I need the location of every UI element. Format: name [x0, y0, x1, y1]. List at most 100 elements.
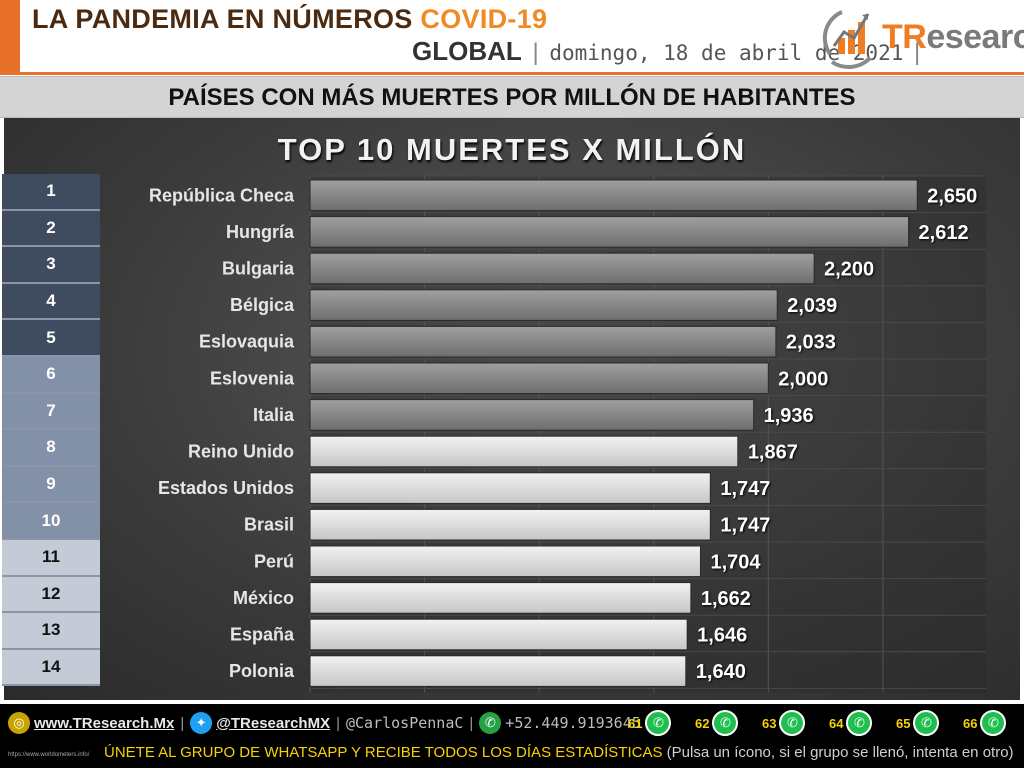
category-label: Polonia: [229, 661, 295, 681]
value-label: 1,662: [701, 588, 751, 610]
whatsapp-group-number: 61: [628, 715, 643, 731]
category-label: Reino Unido: [188, 442, 294, 462]
whatsapp-group-64[interactable]: 64 ✆: [829, 710, 873, 736]
bar: [309, 618, 688, 651]
separator: |: [532, 39, 539, 66]
value-label: 2,612: [919, 222, 969, 244]
category-label: México: [233, 588, 294, 608]
separator-end: |: [914, 39, 921, 66]
scope-label: GLOBAL: [412, 36, 522, 66]
header-accent-bar: [0, 0, 20, 74]
whatsapp-icon[interactable]: ✆: [712, 710, 739, 736]
rank-cell: 7: [2, 393, 100, 431]
bar: [309, 216, 910, 248]
whatsapp-icon[interactable]: ✆: [980, 710, 1007, 736]
value-label: 2,033: [786, 332, 836, 354]
phone-number[interactable]: +52.449.9193645: [505, 714, 641, 732]
whatsapp-group-65[interactable]: 65 ✆: [896, 710, 940, 736]
cta-main: ÚNETE AL GRUPO DE WHATSAPP Y RECIBE TODO…: [104, 744, 663, 761]
globe-icon: ◎: [8, 712, 30, 734]
rank-cell: 3: [2, 247, 100, 284]
rank-cell: 5: [2, 320, 100, 357]
whatsapp-group-number: 62: [695, 715, 710, 731]
chart-title: TOP 10 MUERTES X MILLÓN: [277, 132, 747, 167]
category-label: Hungría: [226, 222, 295, 242]
category-label: Italia: [253, 405, 295, 425]
subtitle-band: PAÍSES CON MÁS MUERTES POR MILLÓN DE HAB…: [0, 76, 1024, 118]
bar: [309, 435, 739, 468]
value-label: 2,650: [927, 185, 977, 207]
whatsapp-icon[interactable]: ✆: [779, 710, 806, 736]
cta-note: (Pulsa un ícono, si el grupo se llenó, i…: [666, 744, 1014, 761]
whatsapp-group-number: 64: [829, 715, 844, 731]
whatsapp-group-62[interactable]: 62 ✆: [695, 710, 739, 736]
rank-cell: 14: [2, 649, 100, 687]
footer-contact-line: ◎ www.TResearch.Mx | ✦ @TResearchMX | @C…: [8, 712, 657, 734]
value-label: 1,747: [720, 515, 770, 537]
personal-handle[interactable]: @CarlosPennaC: [345, 714, 464, 732]
whatsapp-icon[interactable]: ✆: [645, 710, 672, 736]
rank-cell: 1: [2, 174, 100, 211]
bar: [309, 362, 769, 395]
bar: [309, 508, 711, 541]
value-label: 1,936: [764, 405, 814, 427]
header: LA PANDEMIA EN NÚMEROS COVID-19 GLOBAL |…: [0, 0, 1024, 75]
bar: [309, 325, 777, 358]
whatsapp-group-66[interactable]: 66 ✆: [963, 710, 1007, 736]
whatsapp-icon[interactable]: ✆: [913, 710, 940, 736]
twitter-icon: ✦: [190, 712, 213, 734]
bar: [309, 179, 918, 212]
rank-cell: 6: [2, 357, 100, 394]
rank-cell: 2: [2, 210, 100, 248]
rank-cell: 12: [2, 576, 100, 614]
whatsapp-group-number: 66: [963, 715, 978, 731]
page-title-covid: COVID-19: [420, 4, 548, 34]
bar: [309, 252, 815, 285]
category-label: Bélgica: [230, 295, 295, 315]
whatsapp-group-number: 63: [762, 715, 777, 731]
rank-cell: 11: [2, 540, 100, 577]
value-label: 2,039: [787, 295, 837, 317]
category-label: Eslovenia: [210, 368, 295, 388]
category-label: República Checa: [149, 185, 295, 205]
bar: [309, 289, 778, 321]
bar: [309, 399, 755, 431]
rank-cell: 9: [2, 466, 100, 504]
footer: ◎ www.TResearch.Mx | ✦ @TResearchMX | @C…: [0, 704, 1024, 768]
value-label: 1,646: [697, 625, 747, 647]
bar: [309, 582, 692, 614]
footer-cta: ÚNETE AL GRUPO DE WHATSAPP Y RECIBE TODO…: [104, 744, 1014, 761]
logo-chart-icon: [822, 10, 872, 69]
whatsapp-icon[interactable]: ✆: [846, 710, 873, 736]
value-label: 2,200: [824, 259, 874, 281]
whatsapp-group-63[interactable]: 63 ✆: [762, 710, 806, 736]
category-label: España: [230, 625, 295, 645]
bar: [309, 472, 711, 504]
category-label: Eslovaquia: [199, 332, 295, 352]
value-label: 2,000: [778, 368, 828, 390]
whatsapp-group-number: 65: [896, 715, 911, 731]
category-label: Brasil: [244, 515, 294, 535]
subtitle-text: PAÍSES CON MÁS MUERTES POR MILLÓN DE HAB…: [168, 84, 856, 111]
source-url[interactable]: https://www.worldometers.info/: [8, 752, 90, 758]
category-label: Estados Unidos: [158, 478, 294, 498]
page-title-main: LA PANDEMIA EN NÚMEROS: [32, 4, 421, 34]
whatsapp-group-61[interactable]: 61 ✆: [628, 710, 672, 736]
value-label: 1,747: [720, 478, 770, 500]
bar: [309, 655, 687, 687]
value-label: 1,867: [748, 442, 798, 464]
phone-icon: ✆: [479, 712, 502, 734]
rank-cell: 8: [2, 430, 100, 467]
website-link[interactable]: www.TResearch.Mx: [34, 714, 175, 732]
logo-wordmark: TResearch: [882, 18, 1024, 56]
category-label: Bulgaria: [222, 259, 295, 279]
bar: [309, 545, 701, 578]
tresearch-logo[interactable]: TResearch: [818, 2, 1024, 72]
value-label: 1,640: [696, 661, 746, 683]
value-label: 1,704: [710, 551, 761, 573]
header-divider: [0, 72, 1024, 75]
rank-cell: 10: [2, 503, 100, 540]
twitter-link[interactable]: @TResearchMX: [216, 714, 331, 732]
rank-cell: 4: [2, 283, 100, 321]
